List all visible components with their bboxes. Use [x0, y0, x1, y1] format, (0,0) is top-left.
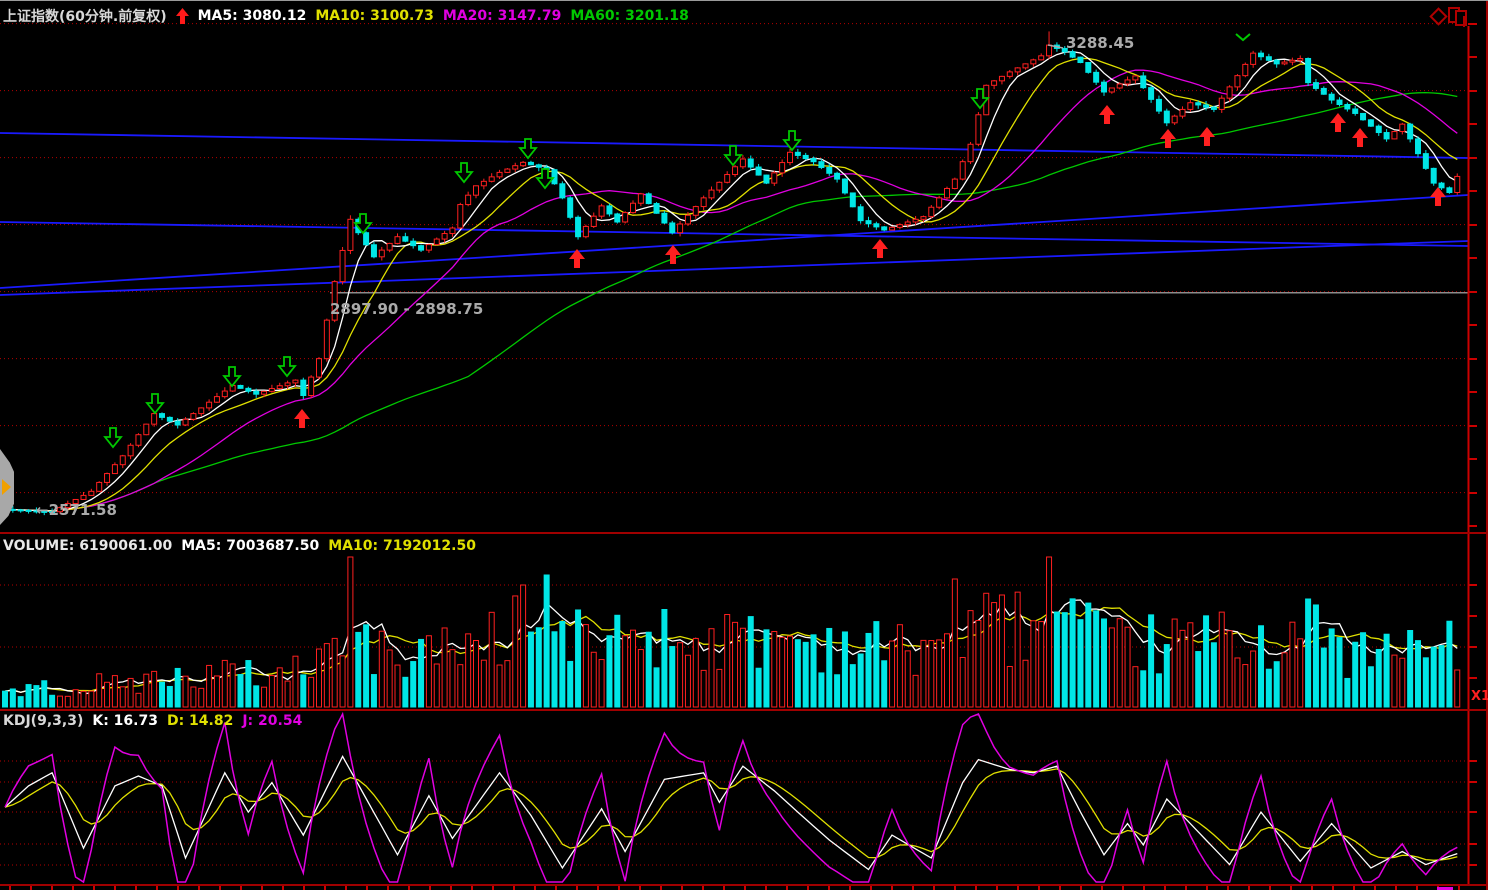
high-price-annotation: 3288.45 [1066, 34, 1135, 52]
volume-ma5-value: MA5: 7003687.50 [181, 538, 320, 554]
volume-kdj-separator [0, 709, 1488, 711]
ma5-value: MA5: 3080.12 [197, 8, 307, 24]
kdj-k-value: K: 16.73 [92, 713, 158, 729]
volume-chart-canvas[interactable] [0, 534, 1488, 709]
kdj-d-value: D: 14.82 [166, 713, 234, 729]
main-chart-canvas[interactable] [0, 1, 1488, 532]
tile-window-front-icon [1455, 10, 1467, 26]
page-title: 上证指数(60分钟.前复权) [3, 9, 167, 25]
ma20-value: MA20: 3147.79 [442, 8, 562, 24]
window-right-border [1486, 1, 1488, 890]
volume-ma10-value: MA10: 7192012.50 [328, 538, 476, 554]
kdj-chart-canvas[interactable] [0, 711, 1488, 885]
kdj-header: KDJ(9,3,3) K: 16.73 D: 14.82 J: 20.54 [3, 713, 302, 729]
up-arrow-icon [175, 8, 189, 24]
ma10-value: MA10: 3100.73 [315, 8, 434, 24]
kdj-name: KDJ(9,3,3) [3, 713, 84, 729]
volume-value: VOLUME: 6190061.00 [3, 538, 173, 554]
time-axis-strip [9, 886, 1460, 890]
kdj-j-value: J: 20.54 [242, 713, 303, 729]
x1-scale-label: X1 [1471, 689, 1488, 704]
gap-range-annotation: 2897.90 - 2898.75 [330, 300, 484, 318]
main-chart-header: 上证指数(60分钟.前复权) MA5: 3080.12 MA10: 3100.7… [3, 6, 689, 26]
tile-window-stem-icon [1463, 16, 1465, 27]
low-price-annotation: ←2571.58 [36, 501, 117, 519]
ma60-value: MA60: 3201.18 [570, 8, 689, 24]
tile-windows-icon[interactable] [1448, 6, 1468, 28]
main-volume-separator [0, 532, 1488, 534]
sidebar-expand-arrow-icon[interactable] [2, 479, 11, 495]
kdj-bottom-border [0, 884, 1488, 886]
volume-header: VOLUME: 6190061.00 MA5: 7003687.50 MA10:… [3, 538, 476, 554]
